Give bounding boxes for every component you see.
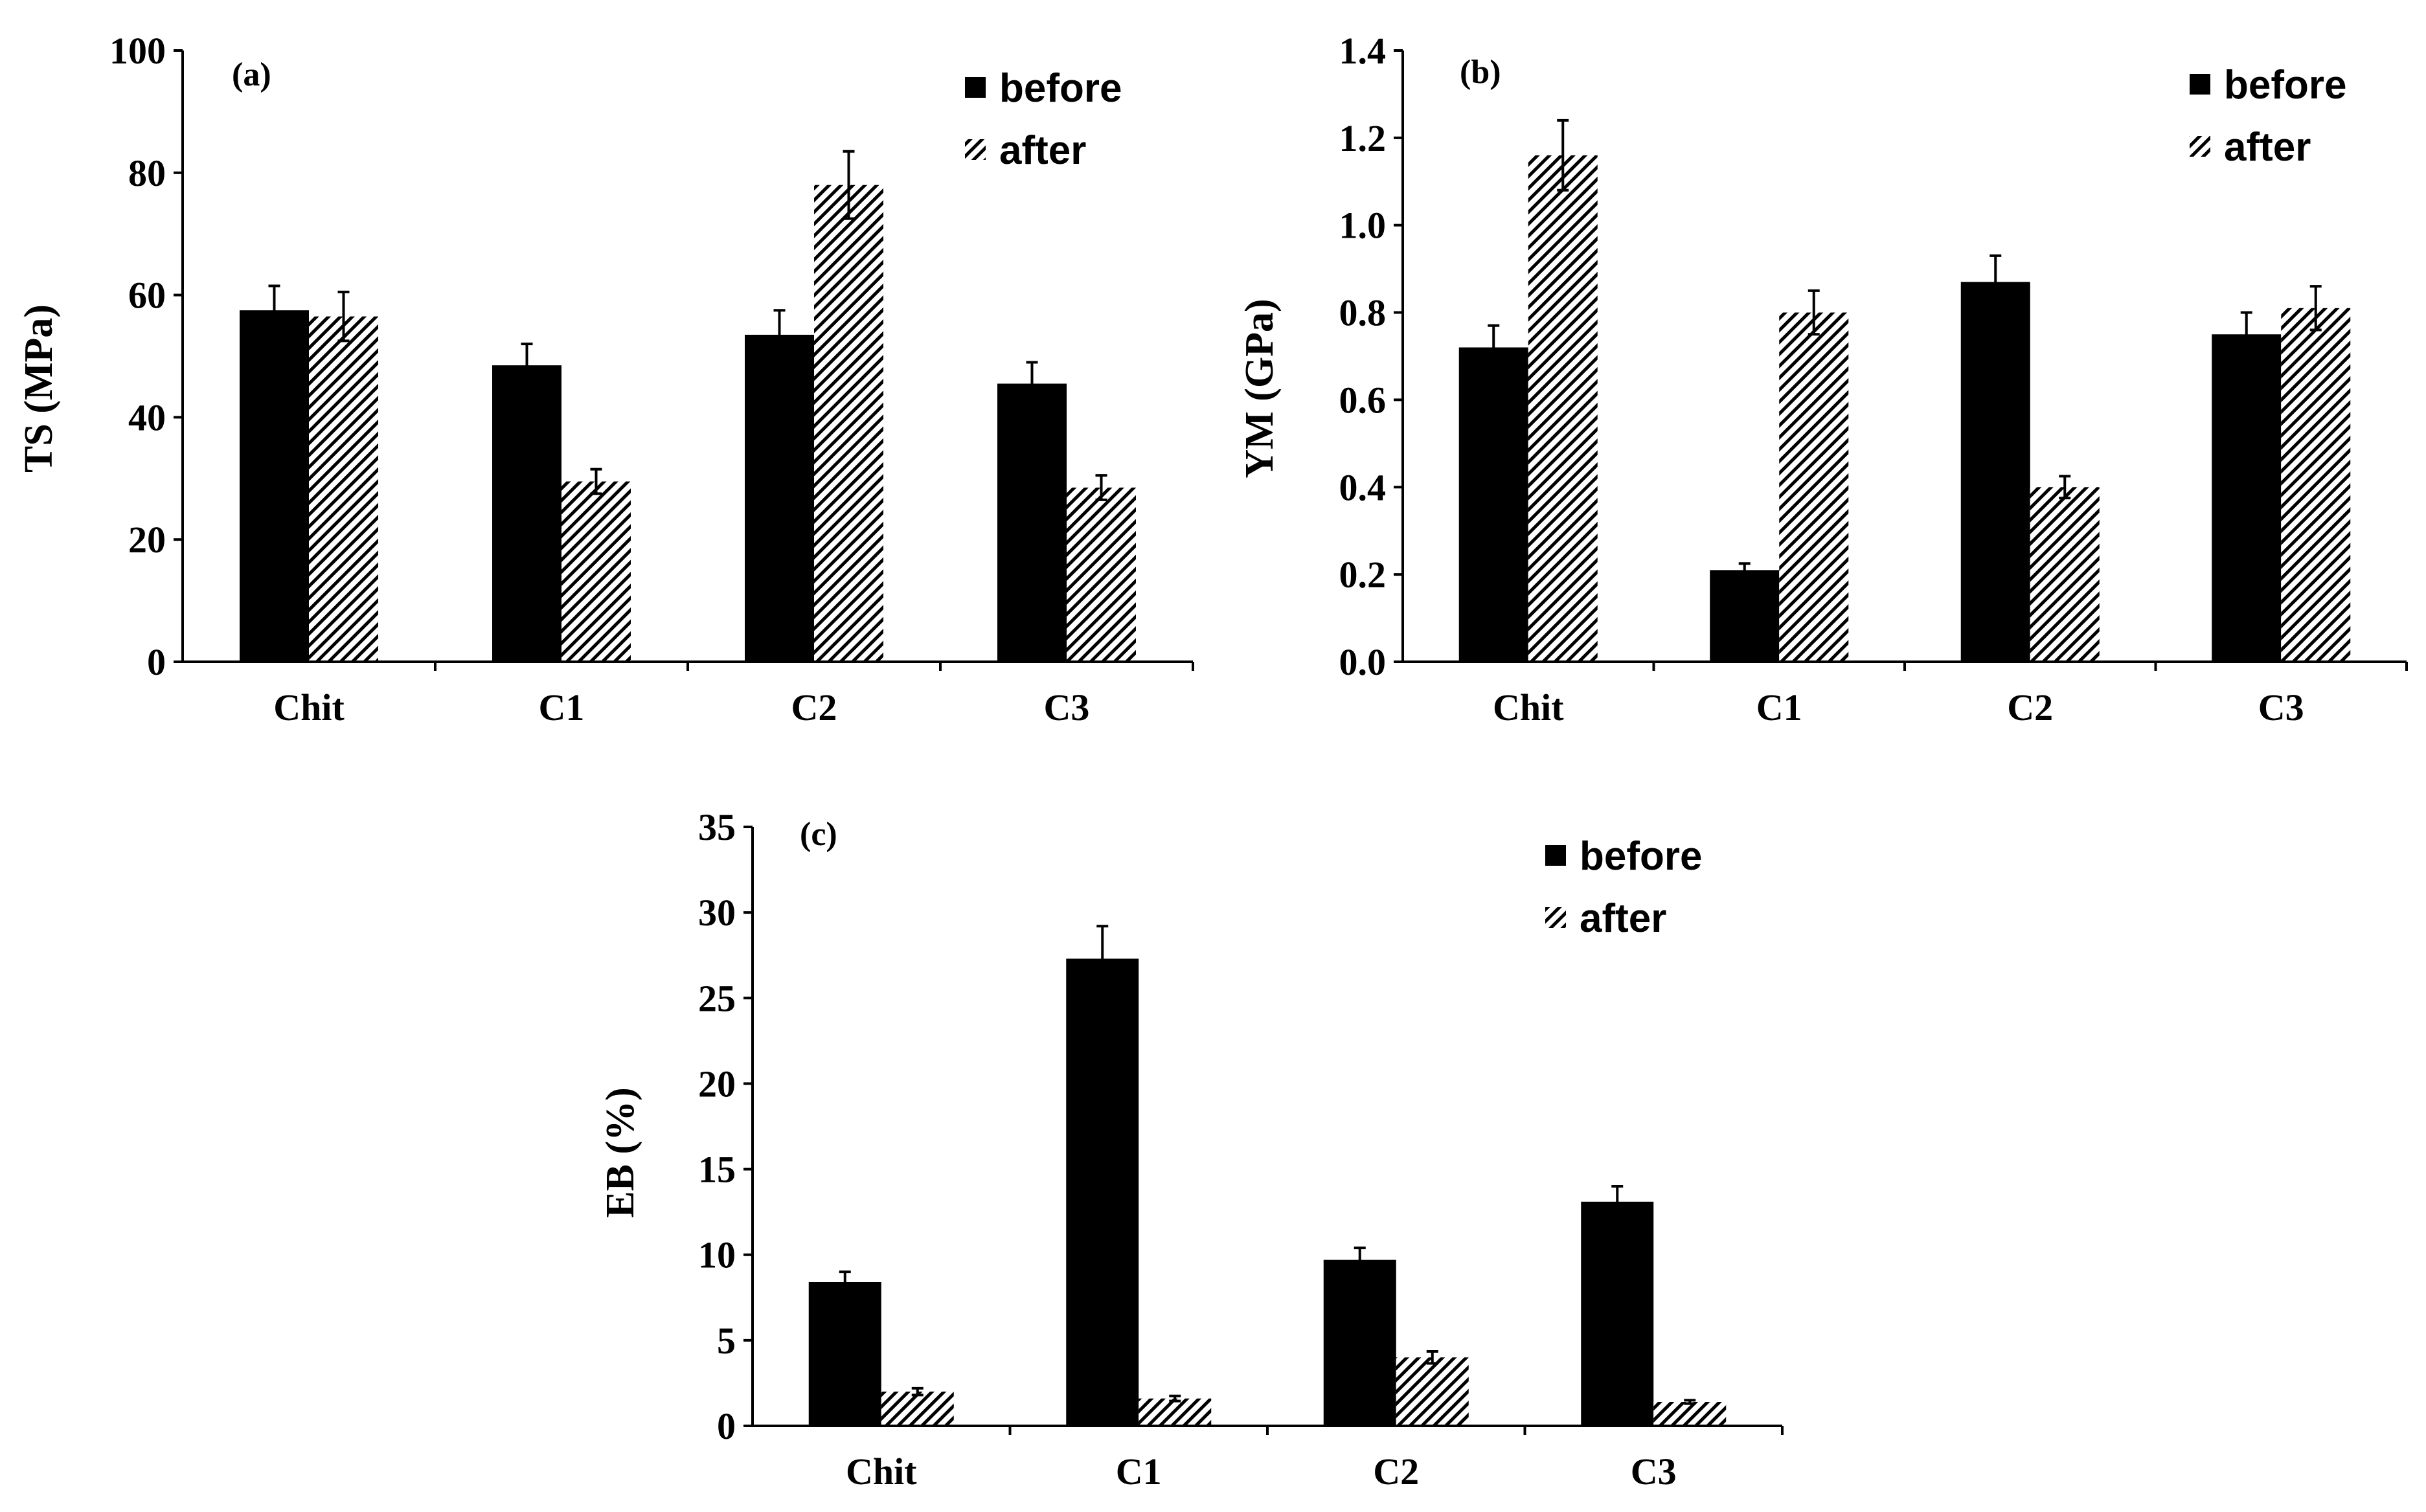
bar-before-c3-c [1581, 1202, 1653, 1426]
bars-b [1459, 120, 2351, 662]
bar-before-chit-b [1459, 348, 1528, 662]
legend-label-after-b: after [2224, 125, 2311, 170]
bar-after-c2-b [2030, 487, 2100, 662]
bar-before-c2-b [1961, 282, 2030, 662]
bar-before-c1-c [1066, 959, 1139, 1427]
bar-after-c1-b [1779, 313, 1848, 662]
panel-label-b: (b) [1460, 54, 1501, 91]
bar-before-c1-b [1710, 570, 1779, 662]
bar-before-c2-c [1324, 1260, 1396, 1426]
x-tick-label-c3-c: C3 [1631, 1450, 1677, 1493]
x-tick-label-c2-a: C2 [791, 686, 837, 728]
y-tick-label-c: 5 [717, 1320, 736, 1362]
y-tick-label-b: 0.4 [1339, 466, 1387, 508]
x-tick-label-chit-a: Chit [273, 686, 345, 728]
legend-label-before-b: before [2224, 63, 2346, 107]
legend-label-after-a: after [999, 128, 1086, 173]
y-tick-label-c: 20 [698, 1063, 736, 1105]
y-tick-label-c: 10 [698, 1234, 736, 1276]
panel-label-a: (a) [232, 56, 271, 93]
bar-after-chit-c [881, 1392, 954, 1426]
legend-label-before-c: before [1580, 834, 1702, 879]
x-tick-label-chit-c: Chit [846, 1450, 917, 1493]
legend-label-after-c: after [1580, 896, 1666, 941]
bar-before-chit-a [240, 310, 309, 662]
legend-label-before-a: before [999, 66, 1122, 111]
y-tick-label-a: 100 [109, 30, 166, 72]
legend-c: before after [1545, 834, 1702, 941]
y-tick-label-c: 25 [698, 977, 736, 1019]
figure: 020406080100Chit C1 C2 C3 (a) TS (MPa) befo… [0, 0, 2426, 1512]
chart-panel-c: 0 5 10 15 20 25 30 35 Chit C1 C2 C3 (c) EB (%) befo… [598, 806, 1782, 1493]
y-tick-label-b: 1.2 [1339, 117, 1387, 159]
bar-after-c3-b [2281, 308, 2350, 662]
x-tick-label-c1-a: C1 [539, 686, 585, 728]
x-tick-label-chit-b: Chit [1493, 686, 1564, 728]
bars-c [809, 926, 1727, 1426]
panel-label-c: (c) [800, 816, 837, 853]
y-tick-label-b: 1.0 [1339, 205, 1387, 247]
y-tick-label-b: 0.8 [1339, 292, 1387, 334]
chart-panel-b: 0.0 0.2 0.4 0.6 0.8 1.0 1.2 1.4 Chit C1 C2 C3 (b) Y… [1238, 30, 2407, 728]
bar-after-chit-a [309, 317, 378, 662]
bar-before-chit-c [809, 1282, 881, 1426]
y-tick-label-a: 0 [147, 641, 166, 683]
y-axis-label-b: YM (GPa) [1238, 299, 1282, 478]
chart-panel-a: 0 20 40 60 80 100 Chit C1 C2 C3 (a) TS (MPa) befo… [17, 30, 1193, 728]
y-tick-label-c: 35 [698, 806, 736, 848]
bar-after-c1-a [561, 482, 631, 662]
x-tick-label-c2-c: C2 [1373, 1450, 1419, 1493]
y-tick-label-a: 80 [128, 152, 166, 194]
bars-a [240, 152, 1136, 662]
legend-swatch-before-b [2190, 74, 2210, 95]
y-tick-label-c: 30 [698, 892, 736, 934]
y-axis-label-c: EB (%) [598, 1087, 642, 1218]
bar-after-c3-c [1653, 1402, 1726, 1426]
bar-before-c1-a [492, 365, 561, 662]
x-tick-label-c1-b: C1 [1756, 686, 1802, 728]
bar-after-c1-c [1139, 1399, 1211, 1426]
y-tick-label-a: 40 [128, 396, 166, 438]
bar-before-c2-a [745, 335, 814, 662]
y-tick-label-b: 0.6 [1339, 379, 1387, 421]
y-tick-label-b: 0.0 [1339, 641, 1387, 683]
y-tick-label-b: 0.2 [1339, 554, 1387, 596]
legend-a: before after [965, 66, 1122, 173]
legend-swatch-before-a [965, 77, 986, 98]
y-tick-label-a: 20 [128, 519, 166, 561]
bar-after-chit-b [1528, 155, 1598, 662]
y-tick-label-b: 1.4 [1339, 30, 1387, 72]
legend-swatch-after-c [1545, 907, 1566, 928]
legend-swatch-after-b [2190, 136, 2210, 157]
y-axis-label-a: TS (MPa) [17, 304, 61, 473]
x-tick-label-c3-b: C3 [2258, 686, 2304, 728]
bar-before-c3-a [997, 383, 1067, 662]
y-tick-label-c: 15 [698, 1149, 736, 1191]
legend-b: before after [2190, 63, 2346, 170]
bar-after-c2-a [814, 185, 883, 662]
legend-swatch-before-c [1545, 845, 1566, 866]
y-tick-label-a: 60 [128, 275, 166, 317]
x-tick-label-c2-b: C2 [2007, 686, 2053, 728]
y-tick-label-c: 0 [717, 1405, 736, 1447]
legend-swatch-after-a [965, 139, 986, 160]
bar-after-c2-c [1396, 1357, 1469, 1426]
bar-after-c3-a [1067, 488, 1136, 662]
x-tick-label-c1-c: C1 [1116, 1450, 1162, 1493]
x-tick-label-c3-a: C3 [1044, 686, 1090, 728]
bar-before-c3-b [2212, 334, 2281, 662]
